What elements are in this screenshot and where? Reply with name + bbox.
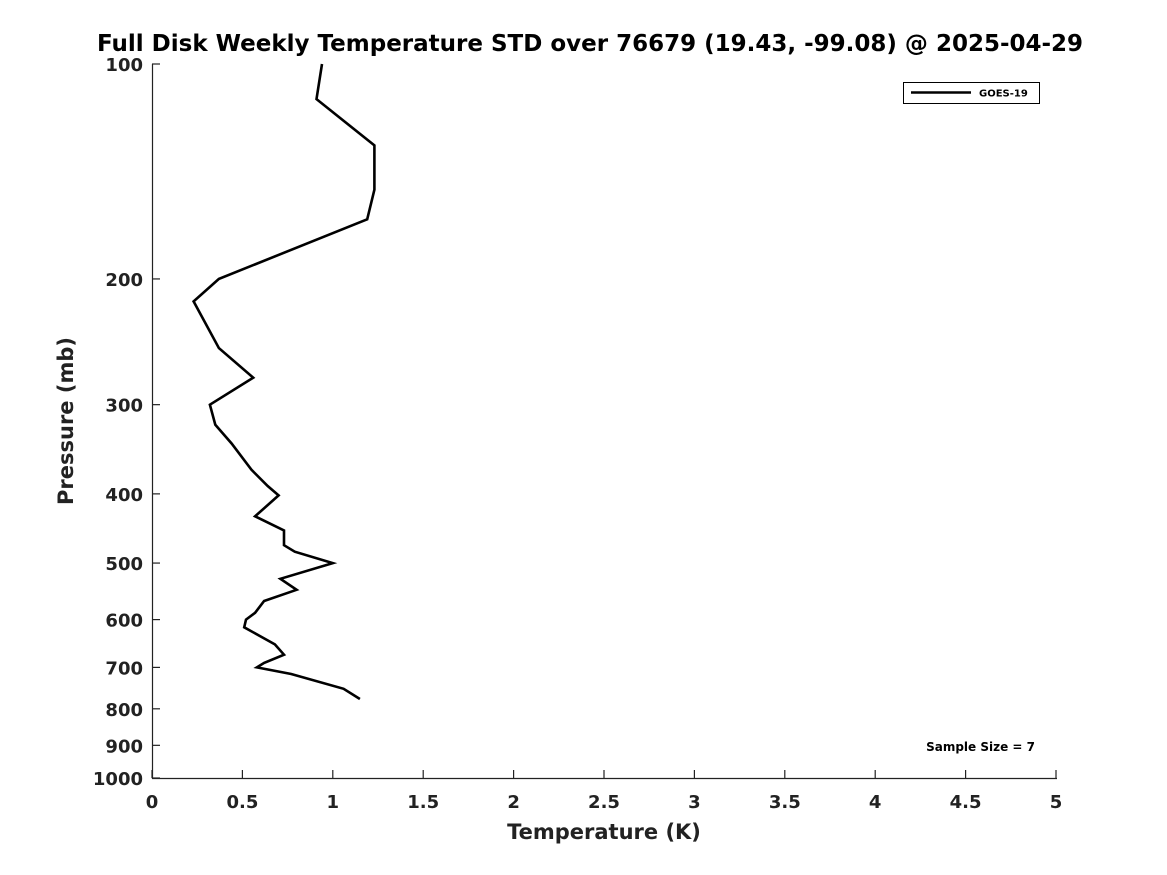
y-tick-label: 800 [105, 700, 143, 721]
legend: GOES-19 [903, 82, 1040, 104]
y-tick-label: 700 [105, 658, 143, 679]
x-tick-label: 4 [869, 792, 882, 813]
x-axis-title: Temperature (K) [507, 820, 701, 844]
series-layer [191, 63, 376, 701]
y-tick-label: 300 [105, 396, 143, 417]
x-tick-label: 0 [146, 792, 159, 813]
y-tick-label: 600 [105, 611, 143, 632]
plot-axes [151, 64, 1057, 780]
x-tick-label: 3.5 [769, 792, 801, 813]
x-tick-label: 4.5 [950, 792, 982, 813]
y-tick-label: 100 [105, 55, 143, 76]
y-tick-label: 500 [105, 554, 143, 575]
y-ticks: 100 200 300 400 500 600 700 800 900 1000 [93, 55, 160, 790]
y-axis-title: Pressure (mb) [54, 337, 78, 505]
y-tick-label: 900 [105, 736, 143, 757]
legend-box [903, 82, 1040, 104]
x-ticks: 0 0.5 1 1.5 2 2.5 3 3.5 4 4.5 5 [146, 770, 1063, 813]
x-tick-label: 2 [507, 792, 520, 813]
x-tick-label: 1 [327, 792, 340, 813]
chart-title: Full Disk Weekly Temperature STD over 76… [97, 31, 1083, 57]
y-tick-label: 200 [105, 270, 143, 291]
x-tick-label: 1.5 [407, 792, 439, 813]
x-tick-label: 5 [1050, 792, 1063, 813]
y-tick-label: 400 [105, 485, 143, 506]
x-tick-label: 3 [688, 792, 701, 813]
legend-label-goes-19: GOES-19 [979, 89, 1028, 100]
y-tick-label: 1000 [93, 769, 143, 790]
sample-size-annotation: Sample Size = 7 [926, 740, 1035, 754]
x-tick-label: 0.5 [226, 792, 258, 813]
series-line-goes-19 [191, 63, 376, 701]
x-tick-label: 2.5 [588, 792, 620, 813]
